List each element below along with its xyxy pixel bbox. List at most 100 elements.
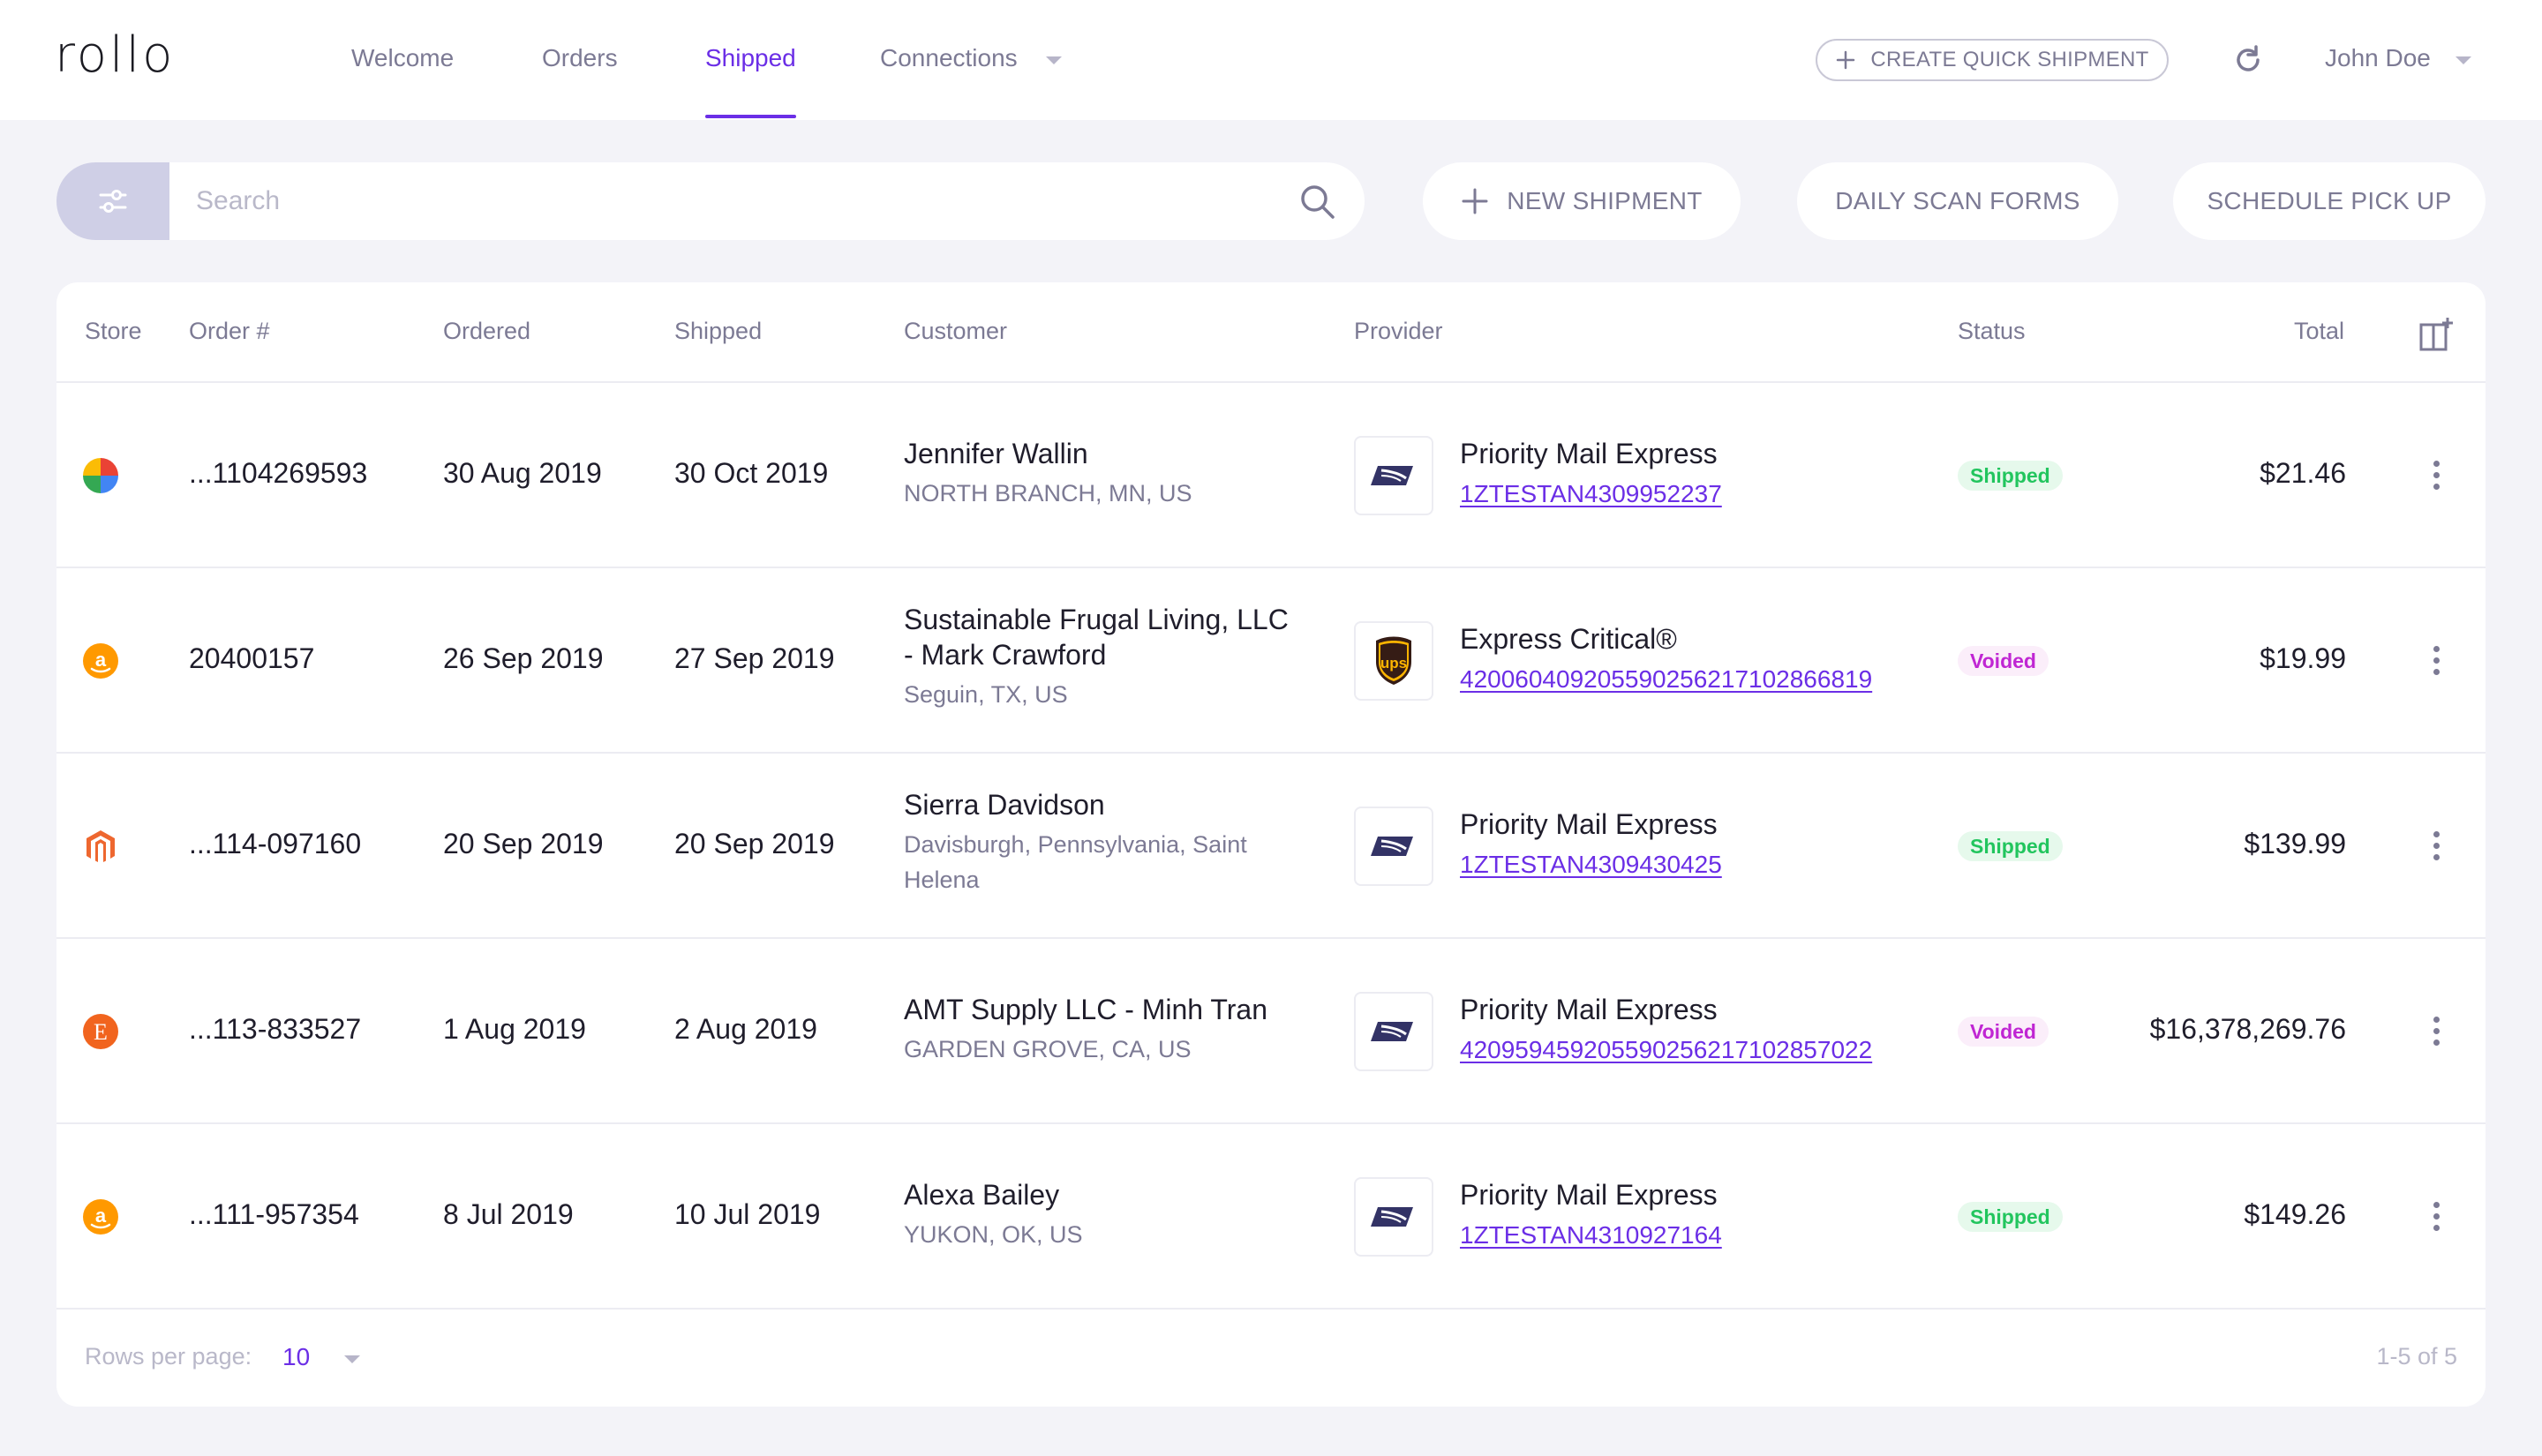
tracking-link[interactable]: 420959459205590256217102857022 — [1460, 1036, 1873, 1063]
nav-shipped[interactable]: Shipped — [705, 44, 796, 71]
service-name: Express Critical® — [1460, 623, 1677, 655]
more-options-icon[interactable] — [2429, 1017, 2443, 1052]
customer-location: NORTH BRANCH, MN, US — [904, 480, 1192, 507]
new-shipment-button[interactable]: NEW SHIPMENT — [1423, 162, 1741, 240]
nav-connections[interactable]: Connections — [880, 44, 1018, 71]
create-quick-shipment-label: CREATE QUICK SHIPMENT — [1870, 48, 2149, 71]
filter-button[interactable] — [56, 162, 169, 240]
order-total: $21.46 — [2260, 457, 2346, 489]
table-row[interactable]: ...114-097160 20 Sep 2019 20 Sep 2019 Si… — [56, 754, 2486, 939]
user-menu[interactable]: John Doe — [2325, 44, 2431, 71]
table-row[interactable]: E ...113-833527 1 Aug 2019 2 Aug 2019 AM… — [56, 939, 2486, 1124]
order-total: $16,378,269.76 — [2149, 1013, 2346, 1045]
order-number: ...111-957354 — [189, 1198, 359, 1230]
order-number: ...114-097160 — [189, 828, 362, 859]
pagination-range: 1-5 of 5 — [2376, 1343, 2457, 1370]
customer-name-continued: - Mark Crawford — [904, 639, 1107, 671]
provider-logo — [1354, 1177, 1433, 1257]
provider-logo — [1354, 992, 1433, 1071]
shipped-date: 2 Aug 2019 — [674, 1013, 817, 1045]
create-quick-shipment-button[interactable]: CREATE QUICK SHIPMENT — [1816, 39, 2169, 81]
ups-icon: ups — [1376, 636, 1411, 685]
customer-location: YUKON, OK, US — [904, 1221, 1083, 1248]
column-header-status[interactable]: Status — [1958, 318, 2026, 344]
customer-name: AMT Supply LLC - Minh Tran — [904, 994, 1268, 1025]
tracking-link[interactable]: 1ZTESTAN4309430425 — [1460, 851, 1722, 878]
schedule-pick-up-label: SCHEDULE PICK UP — [2207, 187, 2452, 214]
usps-icon — [1371, 1022, 1413, 1041]
column-header-customer[interactable]: Customer — [904, 318, 1008, 344]
schedule-pick-up-button[interactable]: SCHEDULE PICK UP — [2173, 162, 2486, 240]
usps-icon — [1371, 466, 1413, 485]
provider-logo — [1354, 807, 1433, 886]
tracking-link[interactable]: 420060409205590256217102866819 — [1460, 665, 1873, 693]
order-total: $139.99 — [2244, 828, 2346, 859]
shipped-date: 30 Oct 2019 — [674, 457, 829, 489]
tracking-link[interactable]: 1ZTESTAN4310927164 — [1460, 1221, 1722, 1249]
new-shipment-label: NEW SHIPMENT — [1507, 187, 1703, 214]
header-divider — [56, 381, 2486, 383]
table-row[interactable]: ...1104269593 30 Aug 2019 30 Oct 2019 Je… — [56, 383, 2486, 568]
customer-name: Sierra Davidson — [904, 789, 1105, 821]
shipped-date: 10 Jul 2019 — [674, 1198, 821, 1230]
rollo-logo[interactable]: rollo — [55, 26, 176, 84]
svg-text:ups: ups — [1380, 655, 1407, 672]
customer-location-continued: Helena — [904, 867, 980, 893]
column-header-provider[interactable]: Provider — [1354, 318, 1443, 344]
column-header-order[interactable]: Order # — [189, 318, 270, 344]
search-icon[interactable] — [1297, 182, 1336, 221]
order-number: ...113-833527 — [189, 1013, 362, 1045]
nav-active-indicator — [705, 115, 796, 118]
customer-name: Sustainable Frugal Living, LLC — [904, 604, 1289, 635]
column-header-shipped[interactable]: Shipped — [674, 318, 763, 344]
more-options-icon[interactable] — [2429, 831, 2443, 867]
column-header-ordered[interactable]: Ordered — [443, 318, 531, 344]
chevron-down-icon[interactable] — [2456, 56, 2471, 64]
ordered-date: 8 Jul 2019 — [443, 1198, 574, 1230]
more-options-icon[interactable] — [2429, 646, 2443, 681]
table-row[interactable]: a ...111-957354 8 Jul 2019 10 Jul 2019 A… — [56, 1124, 2486, 1310]
rows-per-page-select[interactable]: 10 — [282, 1343, 311, 1370]
svg-text:a: a — [95, 1205, 107, 1227]
svg-text:E: E — [94, 1019, 108, 1045]
order-total: $149.26 — [2244, 1198, 2346, 1230]
search-bar — [169, 162, 1365, 240]
daily-scan-forms-button[interactable]: DAILY SCAN FORMS — [1797, 162, 2118, 240]
plus-icon — [1462, 188, 1488, 214]
more-options-icon[interactable] — [2429, 461, 2443, 496]
usps-icon — [1371, 837, 1413, 856]
customer-name: Alexa Bailey — [904, 1179, 1060, 1211]
magento-icon — [86, 830, 115, 862]
usps-icon — [1371, 1207, 1413, 1227]
refresh-icon[interactable] — [2230, 42, 2266, 78]
top-navigation: rollo Welcome Orders Shipped Connections… — [0, 0, 2542, 120]
column-header-store[interactable]: Store — [85, 318, 142, 344]
more-options-icon[interactable] — [2429, 1202, 2443, 1237]
chevron-down-icon[interactable] — [344, 1355, 360, 1363]
service-name: Priority Mail Express — [1460, 994, 1718, 1025]
shipments-table: Store Order # Ordered Shipped Customer P… — [56, 282, 2486, 1407]
order-number: ...1104269593 — [189, 457, 368, 489]
tracking-link[interactable]: 1ZTESTAN4309952237 — [1460, 480, 1722, 507]
customer-name: Jennifer Wallin — [904, 438, 1088, 469]
column-header-total[interactable]: Total — [2293, 318, 2344, 344]
service-name: Priority Mail Express — [1460, 808, 1718, 840]
table-row[interactable]: a 20400157 26 Sep 2019 27 Sep 2019 Susta… — [56, 568, 2486, 754]
order-number: 20400157 — [189, 642, 315, 674]
shipped-date: 27 Sep 2019 — [674, 642, 835, 674]
chevron-down-icon[interactable] — [1046, 56, 1062, 64]
search-input[interactable] — [196, 180, 1255, 222]
customer-location: Davisburgh, Pennsylvania, Saint — [904, 831, 1247, 858]
sliders-icon — [99, 190, 127, 213]
etsy-icon: E — [83, 1014, 118, 1049]
column-settings-icon[interactable] — [2418, 316, 2454, 353]
ordered-date: 1 Aug 2019 — [443, 1013, 586, 1045]
service-name: Priority Mail Express — [1460, 438, 1718, 469]
nav-orders[interactable]: Orders — [542, 44, 618, 71]
nav-welcome[interactable]: Welcome — [351, 44, 455, 71]
customer-location: Seguin, TX, US — [904, 681, 1068, 708]
plus-icon — [1837, 50, 1855, 70]
status-badge: Shipped — [1958, 1202, 2063, 1232]
svg-text:a: a — [95, 649, 107, 671]
ordered-date: 26 Sep 2019 — [443, 642, 604, 674]
